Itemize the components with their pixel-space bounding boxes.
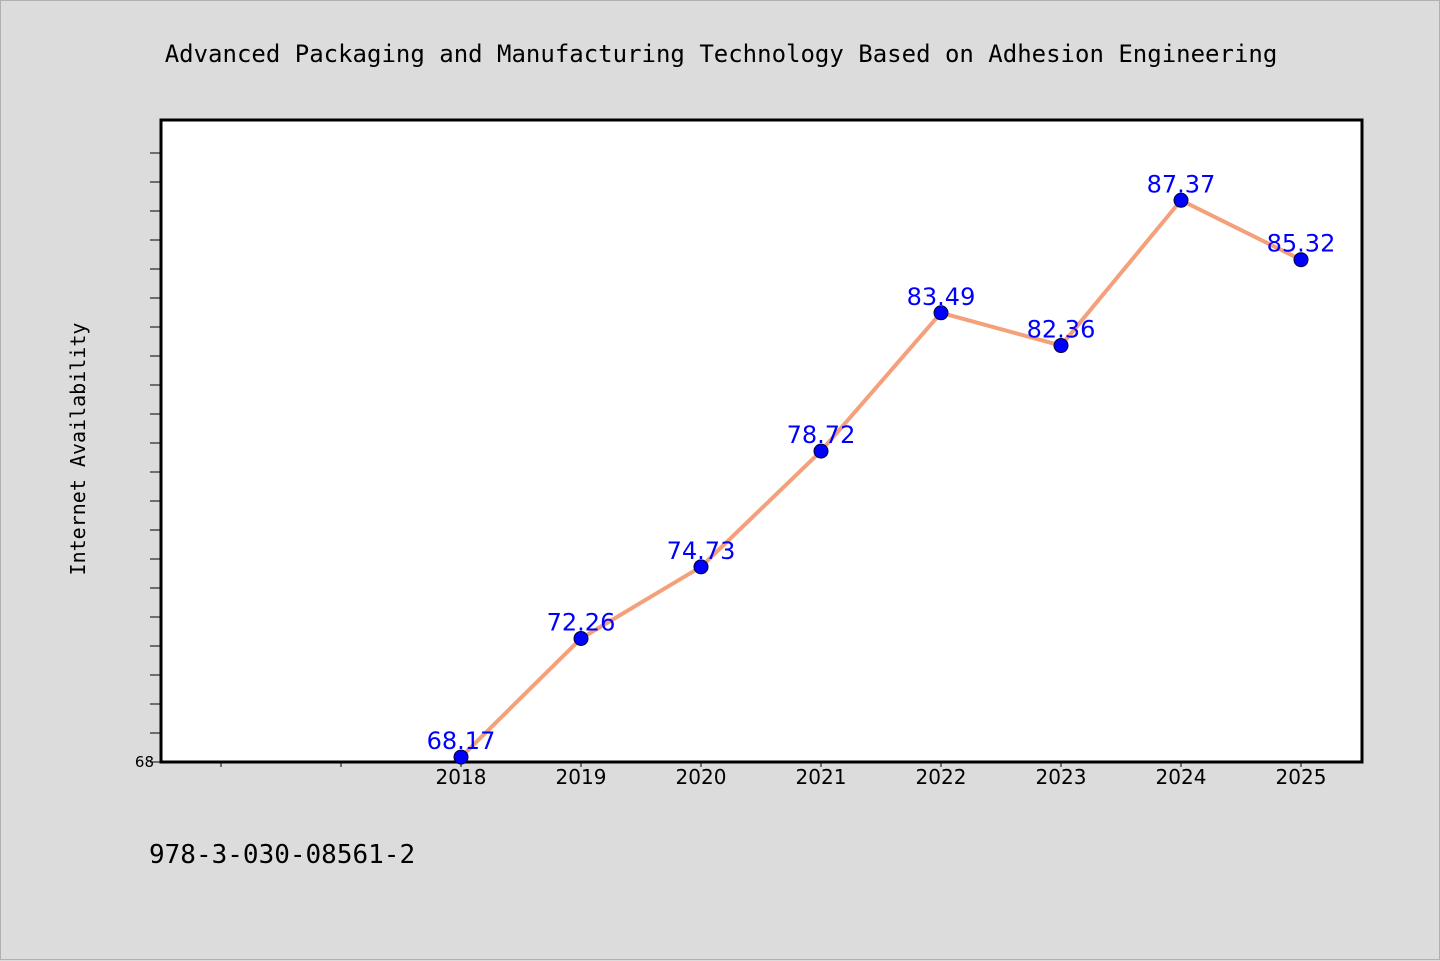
series-line-group	[459, 198, 1303, 760]
x-tick-label: 2025	[1276, 765, 1327, 789]
plot-area	[159, 118, 1364, 764]
x-tick-label: 2020	[676, 765, 727, 789]
data-point	[1173, 192, 1189, 208]
data-label: 82.36	[1027, 316, 1096, 344]
data-point	[693, 559, 709, 575]
chart-title: Advanced Packaging and Manufacturing Tec…	[165, 40, 1278, 68]
data-point	[573, 630, 589, 646]
y-tick-label: 68	[135, 753, 154, 771]
data-label: 74.73	[667, 537, 736, 565]
data-label: 87.37	[1147, 170, 1216, 198]
data-label: 78.72	[787, 421, 856, 449]
y-axis-ticks: 68	[135, 152, 160, 771]
data-point	[453, 749, 469, 765]
data-point	[1053, 338, 1069, 354]
x-tick-label: 2019	[556, 765, 607, 789]
data-label: 68.17	[427, 727, 496, 755]
x-tick-label: 2021	[796, 765, 847, 789]
y-axis-label: Internet Availability	[66, 323, 90, 576]
data-label: 85.32	[1267, 230, 1336, 258]
x-tick-label: 2022	[916, 765, 967, 789]
data-labels: 68.17 72.26 74.73 78.72 83.49 82.36 87.37 85.32	[427, 170, 1336, 755]
isbn-footer: 978-3-030-08561-2	[149, 840, 415, 870]
x-tick-label: 2018	[436, 765, 487, 789]
x-tick-label: 2023	[1036, 765, 1087, 789]
data-label: 72.26	[547, 608, 616, 636]
x-axis-ticks: 2018 2019 2020 2021 2022 2023 2024 2025	[220, 762, 1327, 789]
data-markers	[453, 192, 1309, 765]
data-point	[813, 443, 829, 459]
data-label: 83.49	[907, 283, 976, 311]
data-point	[1293, 252, 1309, 268]
data-point	[933, 305, 949, 321]
series-line	[459, 198, 1303, 760]
x-tick-label: 2024	[1156, 765, 1207, 789]
